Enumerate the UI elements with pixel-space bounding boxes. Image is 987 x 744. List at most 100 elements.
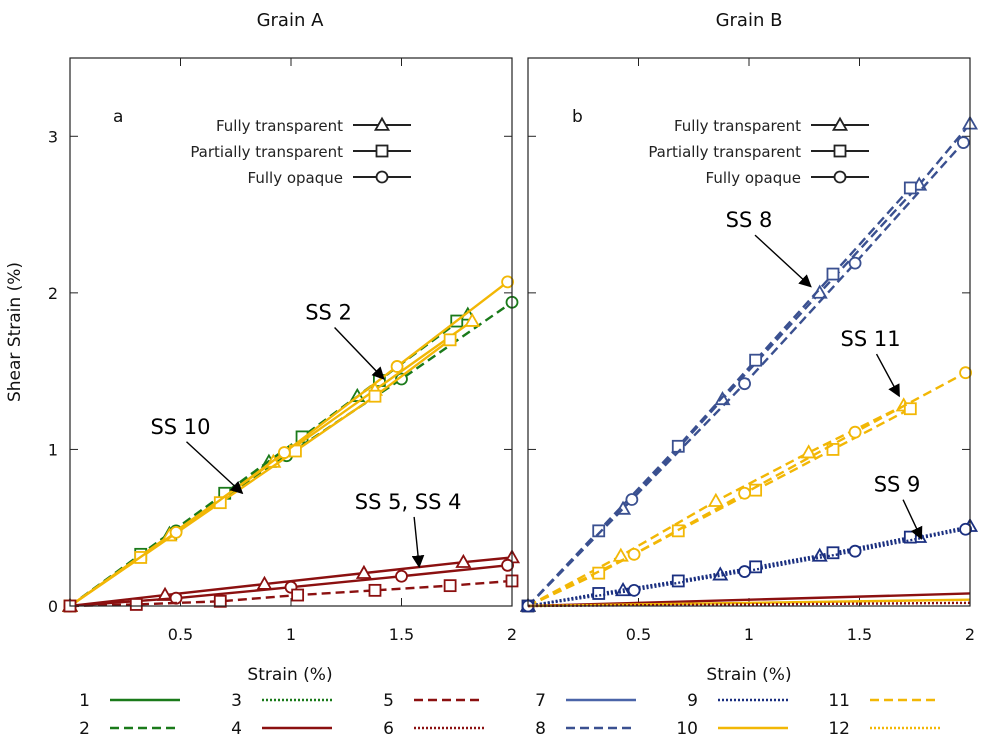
legend-marker-circle <box>375 170 389 184</box>
panel-a-annotations: SS 2 SS 10 SS 5, SS 4 <box>150 300 462 569</box>
slip-key-label: 11 <box>828 691 850 711</box>
data-point-circle <box>848 544 862 558</box>
data-point-square <box>213 594 227 608</box>
slip-key-item: 6 <box>383 719 484 739</box>
series-line <box>527 528 966 608</box>
legend-label: Partially transparent <box>648 143 801 161</box>
data-point-circle <box>501 275 514 289</box>
series-line <box>527 187 912 607</box>
data-point-square <box>291 588 305 602</box>
data-point-circle <box>738 565 751 578</box>
y-tick-label: 1 <box>48 440 58 459</box>
panel-b-letter: b <box>572 107 583 127</box>
legend-item-partially-transparent: Partially transparent <box>648 143 869 161</box>
data-point-circle <box>848 256 862 270</box>
legend-label: Fully opaque <box>248 169 343 187</box>
annotation-label: SS 10 <box>150 415 210 439</box>
slip-key-label: 5 <box>383 691 394 711</box>
annotation-arrow <box>875 353 900 398</box>
slip-key-item: 4 <box>231 719 332 739</box>
panel-b-marker-legend: Fully transparent Partially transparent … <box>648 116 869 187</box>
annotation-arrow <box>334 326 385 380</box>
annotation-arrow <box>902 499 923 540</box>
series-ss11-circle <box>521 366 972 613</box>
panel-b-title: Grain B <box>716 10 783 31</box>
panel-a-marker-legend: Fully transparent Partially transparent … <box>190 116 411 187</box>
panel-a-letter: a <box>113 107 123 127</box>
panel-a-xlabel: Strain (%) <box>247 665 332 685</box>
data-point-circle <box>625 493 639 506</box>
data-point-circle <box>395 569 408 583</box>
data-point-triangle <box>355 564 372 579</box>
data-point-square <box>443 333 457 347</box>
legend-marker-square <box>833 144 847 158</box>
slip-key-item: 12 <box>828 719 940 739</box>
data-point-square <box>749 560 763 574</box>
legend-label: Fully transparent <box>216 117 343 135</box>
data-point-circle <box>501 558 514 572</box>
panel-b-xlabel: Strain (%) <box>706 665 791 685</box>
slip-key-label: 9 <box>687 691 698 711</box>
legend-item-partially-transparent: Partially transparent <box>190 143 411 161</box>
data-point-circle <box>627 547 641 561</box>
x-tick-label: 1 <box>744 625 754 644</box>
y-tick-label: 0 <box>48 597 58 616</box>
data-point-triangle <box>612 547 629 562</box>
x-tick-label: 2 <box>965 625 975 644</box>
slip-key-label: 7 <box>535 691 546 711</box>
panel-b-annotations: SS 8 SS 11 SS 9 <box>726 208 923 540</box>
data-point-square <box>671 574 685 588</box>
legend-item-fully-transparent: Fully transparent <box>674 116 869 135</box>
data-point-circle <box>738 377 751 391</box>
slip-key-item: 11 <box>828 691 940 711</box>
series-ss8-circle <box>521 136 970 613</box>
slip-key-item: 8 <box>535 719 636 739</box>
panel-a-frame <box>69 57 513 607</box>
data-point-square <box>826 267 840 281</box>
data-point-circle <box>959 366 972 380</box>
slip-key-item: 5 <box>383 691 484 711</box>
data-point-square <box>903 181 917 195</box>
annotation-label: SS 11 <box>841 327 901 351</box>
data-point-square <box>903 402 917 416</box>
data-point-square <box>826 443 840 456</box>
legend-label: Fully opaque <box>706 169 801 187</box>
legend-marker-triangle <box>831 116 849 131</box>
legend-label: Fully transparent <box>674 117 801 135</box>
slip-key-label: 4 <box>231 719 242 739</box>
data-point-square <box>826 546 840 560</box>
slip-key-item: 1 <box>79 691 180 711</box>
data-point-square <box>443 579 457 593</box>
slip-key-label: 2 <box>79 719 90 739</box>
data-point-square <box>592 524 606 538</box>
legend-label: Partially transparent <box>190 143 343 161</box>
panel-a-title: Grain A <box>257 10 325 31</box>
data-point-circle <box>627 583 641 597</box>
data-point-triangle <box>712 566 729 581</box>
data-point-circle <box>956 136 970 149</box>
slip-key-label: 10 <box>676 719 698 739</box>
data-point-triangle <box>800 444 817 459</box>
data-point-circle <box>390 360 404 373</box>
data-point-circle <box>738 486 751 500</box>
legend-marker-square <box>375 144 389 158</box>
legend-item-fully-opaque: Fully opaque <box>248 169 411 187</box>
annotation-arrow <box>411 516 425 569</box>
annotation-label: SS 9 <box>874 473 921 497</box>
panel-a-plot-area <box>61 275 521 613</box>
series-line <box>69 556 513 608</box>
slip-key-item: 7 <box>535 691 636 711</box>
data-point-square <box>129 598 143 611</box>
slip-key-item: 3 <box>231 691 332 711</box>
data-point-triangle <box>707 492 724 507</box>
panel-grain-b: Grain B Strain (%) b 0.5 1 1.5 2 Fully tran… <box>519 10 979 685</box>
data-point-triangle <box>464 312 481 327</box>
data-point-circle <box>959 522 972 536</box>
panel-b-plot-area <box>519 115 979 613</box>
annotation-label: SS 2 <box>305 300 352 324</box>
data-point-square <box>749 353 763 367</box>
data-point-square <box>592 587 606 600</box>
x-tick-label: 1 <box>286 625 296 644</box>
